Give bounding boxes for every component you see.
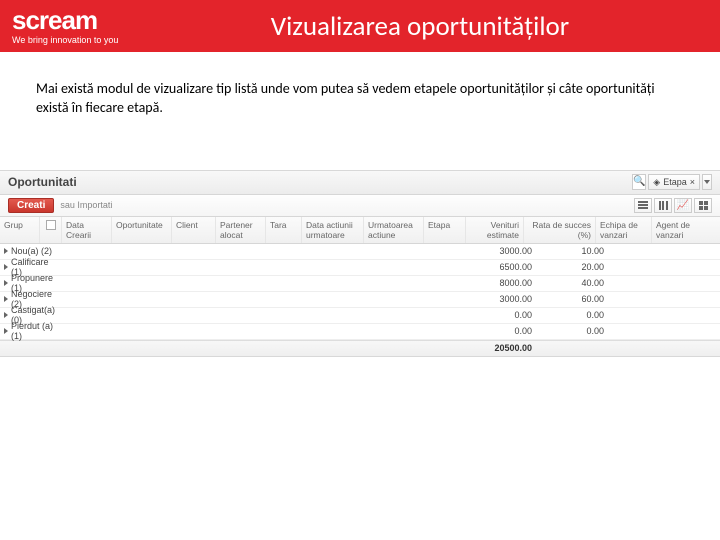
group-venituri: 0.00 bbox=[478, 310, 536, 320]
import-link[interactable]: sau Importati bbox=[60, 200, 112, 210]
table-group-row[interactable]: Negociere (2)3000.0060.00 bbox=[0, 292, 720, 308]
col-data-crearii[interactable]: Data Crearii bbox=[62, 217, 112, 243]
col-tara[interactable]: Tara bbox=[266, 217, 302, 243]
group-venituri: 0.00 bbox=[478, 326, 536, 336]
total-venituri: 20500.00 bbox=[478, 343, 536, 353]
grid-icon bbox=[699, 201, 708, 210]
col-etapa[interactable]: Etapa bbox=[424, 217, 466, 243]
filter-etapa[interactable]: ◈ Etapa × bbox=[648, 174, 700, 190]
group-rata: 60.00 bbox=[536, 294, 608, 304]
brand-name: scream bbox=[12, 7, 180, 33]
col-echipa[interactable]: Echipa de vanzari bbox=[596, 217, 652, 243]
table-total-row: 20500.00 bbox=[0, 340, 720, 356]
group-venituri: 6500.00 bbox=[478, 262, 536, 272]
group-rata: 40.00 bbox=[536, 278, 608, 288]
brand-logo: scream We bring innovation to you bbox=[0, 0, 180, 52]
view-graph-button[interactable]: 📈 bbox=[674, 198, 692, 213]
graph-icon: 📈 bbox=[677, 200, 689, 211]
crm-filters: 🔍 ◈ Etapa × bbox=[632, 174, 712, 190]
group-venituri: 3000.00 bbox=[478, 294, 536, 304]
crm-toolbar: Creati sau Importati 📈 bbox=[0, 195, 720, 217]
kanban-icon bbox=[659, 201, 668, 210]
group-label: Pierdut (a) (1) bbox=[11, 321, 58, 341]
filter-label: Etapa bbox=[663, 177, 687, 187]
crm-title: Oportunitati bbox=[8, 175, 77, 189]
col-check[interactable] bbox=[40, 217, 62, 243]
group-label: Nou(a) (2) bbox=[11, 246, 52, 256]
slide-body-text: Mai există modul de vizualizare tip list… bbox=[36, 80, 684, 118]
slide-title-area: Vizualizarea oportunităților bbox=[180, 10, 720, 43]
crm-topbar: Oportunitati 🔍 ◈ Etapa × bbox=[0, 171, 720, 195]
col-urmatoarea[interactable]: Urmatoarea actiune bbox=[364, 217, 424, 243]
chevron-down-icon bbox=[704, 180, 710, 184]
search-button[interactable]: 🔍 bbox=[632, 174, 646, 190]
col-agent[interactable]: Agent de vanzari bbox=[652, 217, 708, 243]
list-icon bbox=[638, 201, 648, 209]
table-group-row[interactable]: Castigat(a) (0)0.000.00 bbox=[0, 308, 720, 324]
col-partener[interactable]: Partener alocat bbox=[216, 217, 266, 243]
view-list-button[interactable] bbox=[634, 198, 652, 213]
caret-right-icon bbox=[4, 264, 8, 270]
col-rata[interactable]: Rata de succes (%) bbox=[524, 217, 596, 243]
caret-right-icon bbox=[4, 280, 8, 286]
group-rata: 10.00 bbox=[536, 246, 608, 256]
close-icon: × bbox=[690, 177, 695, 187]
group-venituri: 3000.00 bbox=[478, 246, 536, 256]
table-group-row[interactable]: Propunere (1)8000.0040.00 bbox=[0, 276, 720, 292]
col-venituri[interactable]: Venituri estimate bbox=[466, 217, 524, 243]
tag-icon: ◈ bbox=[653, 177, 660, 188]
view-grid-button[interactable] bbox=[694, 198, 712, 213]
filter-dropdown[interactable] bbox=[702, 174, 712, 190]
view-kanban-button[interactable] bbox=[654, 198, 672, 213]
slide-title: Vizualizarea oportunităților bbox=[271, 10, 569, 43]
col-data-actiunii[interactable]: Data actiunii urmatoare bbox=[302, 217, 364, 243]
create-button[interactable]: Creati bbox=[8, 198, 54, 213]
slide-header: scream We bring innovation to you Vizual… bbox=[0, 0, 720, 52]
group-rata: 20.00 bbox=[536, 262, 608, 272]
slide-body: Mai există modul de vizualizare tip list… bbox=[0, 52, 720, 118]
caret-right-icon bbox=[4, 312, 8, 318]
group-venituri: 8000.00 bbox=[478, 278, 536, 288]
table-group-row[interactable]: Nou(a) (2) 3000.0010.00 bbox=[0, 244, 720, 260]
table-header-row: Grup Data Crearii Oportunitate Client Pa… bbox=[0, 217, 720, 244]
col-oportunitate[interactable]: Oportunitate bbox=[112, 217, 172, 243]
caret-right-icon bbox=[4, 248, 8, 254]
group-rata: 0.00 bbox=[536, 326, 608, 336]
group-rata: 0.00 bbox=[536, 310, 608, 320]
table-group-row[interactable]: Calificare (1)6500.0020.00 bbox=[0, 260, 720, 276]
brand-tagline: We bring innovation to you bbox=[12, 35, 180, 45]
col-client[interactable]: Client bbox=[172, 217, 216, 243]
search-icon: 🔍 bbox=[633, 177, 645, 187]
caret-right-icon bbox=[4, 296, 8, 302]
col-grup[interactable]: Grup bbox=[0, 217, 40, 243]
table-group-row[interactable]: Pierdut (a) (1) 0.000.00 bbox=[0, 324, 720, 340]
caret-right-icon bbox=[4, 328, 8, 334]
checkbox-icon[interactable] bbox=[46, 220, 56, 230]
crm-screenshot: Oportunitati 🔍 ◈ Etapa × Creati sau Impo… bbox=[0, 170, 720, 357]
